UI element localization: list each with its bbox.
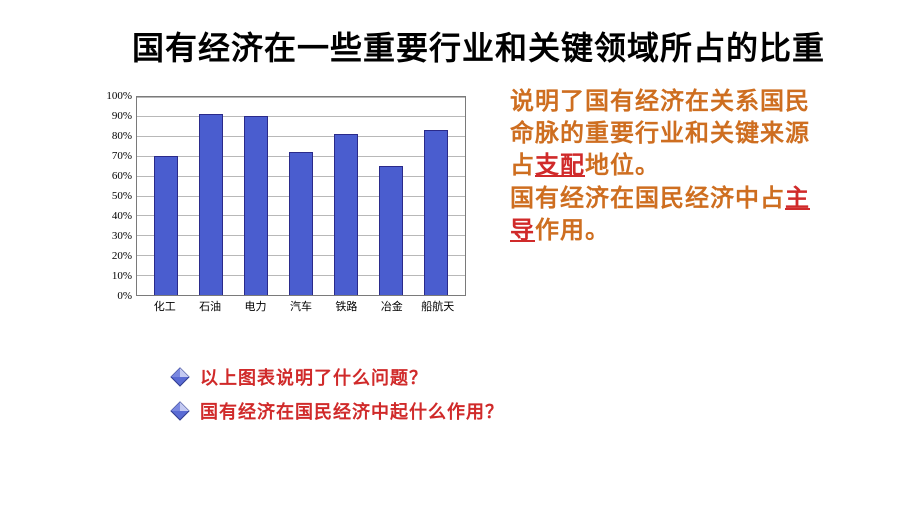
plot-area xyxy=(136,96,466,296)
bar-2 xyxy=(244,116,268,294)
content-row: 100% 90% 80% 70% 60% 50% 40% 30% 20% 10%… xyxy=(0,92,920,322)
page-title: 国有经济在一些重要行业和关键领域所占的比重 xyxy=(132,28,920,70)
diamond-bullet-icon xyxy=(170,367,190,387)
xlabel-4: 铁路 xyxy=(330,298,362,314)
bar-4 xyxy=(334,134,358,294)
question-row: 以上图表说明了什么问题？ xyxy=(170,364,920,390)
xlabels: 化工 石油 电力 汽车 铁路 冶金 船航天 xyxy=(136,298,466,314)
bar-3 xyxy=(289,152,313,295)
ytick-50: 50% xyxy=(88,190,132,202)
ytick-90: 90% xyxy=(88,110,132,122)
ytick-0: 0% xyxy=(88,290,132,302)
side-line2-end: 作用。 xyxy=(535,218,610,244)
xlabel-3: 汽车 xyxy=(285,298,317,314)
xlabel-1: 石油 xyxy=(194,298,226,314)
ytick-40: 40% xyxy=(88,210,132,222)
ytick-100: 100% xyxy=(88,90,132,102)
questions-block: 以上图表说明了什么问题？ 国有经济在国民经济中起什么作用？ xyxy=(170,364,920,424)
side-line1-end: 地位。 xyxy=(585,153,660,179)
ytick-20: 20% xyxy=(88,250,132,262)
bar-chart: 100% 90% 80% 70% 60% 50% 40% 30% 20% 10%… xyxy=(88,92,480,322)
side-explanation: 说明了国有经济在关系国民命脉的重要行业和关键来源占支配地位。 国有经济在国民经济… xyxy=(510,86,810,248)
xlabel-2: 电力 xyxy=(240,298,272,314)
bar-0 xyxy=(154,156,178,295)
question-1: 以上图表说明了什么问题？ xyxy=(200,364,428,390)
chart-container: 100% 90% 80% 70% 60% 50% 40% 30% 20% 10%… xyxy=(88,92,480,322)
xlabel-5: 冶金 xyxy=(376,298,408,314)
ytick-10: 10% xyxy=(88,270,132,282)
bar-6 xyxy=(424,130,448,294)
ytick-80: 80% xyxy=(88,130,132,142)
side-highlight1: 支配 xyxy=(535,153,585,179)
bar-5 xyxy=(379,166,403,295)
bar-1 xyxy=(199,114,223,294)
ytick-30: 30% xyxy=(88,230,132,242)
question-row: 国有经济在国民经济中起什么作用？ xyxy=(170,398,920,424)
side-line2: 国有经济在国民经济中占 xyxy=(510,186,785,212)
ytick-70: 70% xyxy=(88,150,132,162)
slide-page: 国有经济在一些重要行业和关键领域所占的比重 100% 90% 80% 70% 6… xyxy=(0,0,920,518)
bars-group xyxy=(137,97,465,295)
diamond-bullet-icon xyxy=(170,401,190,421)
question-2: 国有经济在国民经济中起什么作用？ xyxy=(200,398,504,424)
ytick-60: 60% xyxy=(88,170,132,182)
xlabel-0: 化工 xyxy=(149,298,181,314)
xlabel-6: 船航天 xyxy=(421,298,453,314)
